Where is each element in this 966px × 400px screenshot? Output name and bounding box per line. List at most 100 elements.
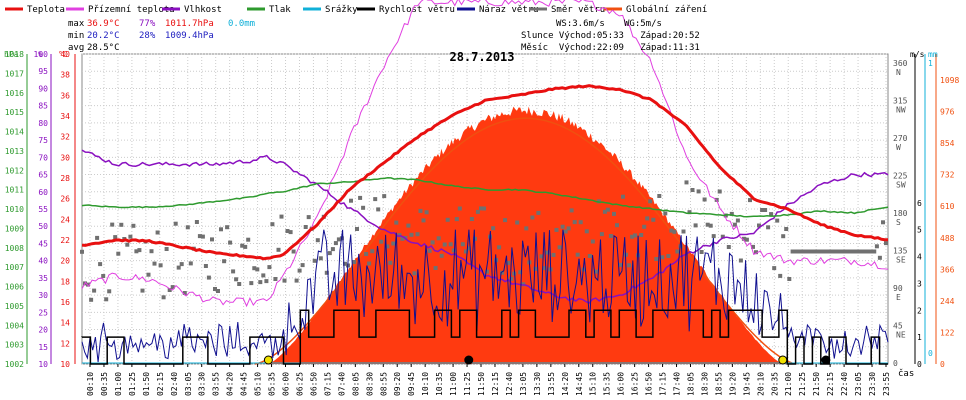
wind-direction-point	[563, 229, 568, 234]
direction-tick-label: 315	[893, 97, 908, 106]
solar-radiation-area	[268, 106, 783, 364]
wind-direction-point	[409, 232, 414, 237]
ground-temperature-line	[81, 0, 889, 308]
wind-direction-point	[769, 212, 774, 217]
direction-compass-label: S	[896, 218, 901, 227]
time-tick-label: 23:05	[854, 372, 863, 396]
info-wg: WG:5m/s	[624, 19, 662, 29]
wind-direction-point	[675, 249, 680, 254]
humidity-tick-label: 85	[38, 102, 48, 111]
wind-direction-point	[237, 282, 242, 286]
wind-direction-point	[267, 265, 272, 270]
humidity-tick-label: 15	[38, 343, 48, 352]
wind-direction-point	[116, 251, 121, 256]
temperature-tick-label: 28	[60, 174, 70, 183]
wind-direction-point	[249, 281, 254, 286]
time-tick-label: 07:15	[323, 372, 332, 396]
wind-direction-point	[763, 208, 768, 212]
wind-direction-point	[149, 249, 154, 254]
wind-direction-point	[107, 289, 112, 294]
direction-compass-label: W	[896, 143, 901, 152]
temperature-tick-label: 32	[60, 133, 70, 142]
wind-direction-point	[228, 240, 233, 245]
wind-direction-point	[421, 218, 426, 223]
wind-direction-point	[86, 282, 90, 287]
time-tick-label: 12:40	[505, 372, 514, 396]
wind-direction-point	[95, 235, 100, 240]
wind-direction-point	[373, 197, 378, 202]
stat-max-rain: 0.0mm	[228, 19, 255, 29]
wind-direction-point	[660, 255, 665, 260]
time-tick-label: 23:30	[868, 372, 877, 396]
direction-tick-label: 90	[893, 284, 903, 293]
wind-direction-point	[584, 229, 589, 234]
wind-direction-point	[760, 208, 765, 212]
wind-direction-point	[264, 279, 269, 284]
wind-direction-point	[466, 246, 471, 251]
time-tick-label: 03:55	[212, 372, 221, 396]
wind-direction-point	[690, 188, 695, 192]
time-tick-label: 06:00	[282, 372, 291, 396]
time-tick-label: 15:35	[603, 372, 612, 396]
radiation-tick-label: 244	[940, 297, 955, 306]
wind-direction-point	[651, 217, 656, 222]
temperature-tick-label: 18	[60, 277, 70, 286]
radiation-tick-label: 488	[940, 234, 955, 243]
wind-direction-point	[370, 249, 375, 254]
wind-direction-point	[602, 209, 607, 214]
wind-direction-point	[551, 252, 556, 257]
time-tick-label: 08:05	[351, 372, 360, 396]
wind-direction-point	[315, 238, 320, 243]
wind-direction-point	[687, 210, 692, 215]
wind-direction-point	[246, 237, 251, 242]
legend-label-temp: Teplota	[27, 5, 65, 15]
pressure-line	[81, 177, 889, 218]
wind-direction-point	[146, 272, 151, 277]
wind-direction-point	[385, 244, 390, 249]
hpa-tick-label: 1008	[5, 244, 24, 253]
wind-direction-point	[185, 225, 190, 230]
hpa-tick-label: 1015	[5, 108, 24, 117]
time-tick-label: 06:25	[295, 372, 304, 396]
wind-direction-point	[161, 295, 166, 300]
stat-max-press: 1011.7hPa	[165, 19, 214, 29]
wind-direction-point	[276, 247, 281, 252]
wind-direction-point	[355, 227, 359, 231]
wind-direction-point	[627, 263, 632, 268]
radiation-tick-label: 732	[940, 171, 955, 180]
time-tick-label: 00:35	[100, 372, 109, 396]
wind-direction-point	[400, 236, 405, 241]
time-tick-label: 22:15	[826, 372, 835, 396]
time-tick-label: 20:35	[770, 372, 779, 396]
wind-direction-point	[210, 237, 214, 242]
wind-direction-point	[454, 217, 459, 222]
legend-label-solar: Globální záření	[626, 5, 707, 15]
wind-direction-point	[306, 215, 311, 220]
wind-direction-point	[500, 270, 505, 275]
time-tick-label: 08:30	[365, 372, 374, 396]
wind-direction-point	[349, 198, 353, 203]
wind-direction-point	[482, 206, 486, 211]
moonrise-marker	[821, 355, 831, 365]
direction-compass-label: SE	[896, 256, 906, 265]
wind-direction-point	[645, 216, 650, 221]
stat-avg-temp: 28.5°C	[87, 43, 120, 53]
wind-direction-point	[475, 209, 480, 214]
legend-label-ground: Přízemní teplota	[88, 5, 175, 15]
wind-direction-point	[297, 268, 302, 273]
wind-direction-point	[732, 222, 737, 227]
legend-label-rain: Srážky	[325, 5, 358, 15]
radiation-tick-label: 976	[940, 108, 955, 117]
wind-direction-point	[327, 251, 332, 256]
wind-direction-point	[418, 208, 423, 213]
time-tick-label: 11:25	[463, 372, 472, 396]
wind-direction-point	[179, 262, 184, 267]
wind-direction-point	[255, 267, 260, 272]
stat-min-label: min	[68, 31, 84, 41]
wind-direction-point	[364, 252, 369, 256]
humidity-tick-label: 25	[38, 308, 48, 317]
wind-direction-point	[618, 262, 622, 267]
temperature-tick-label: 20	[60, 257, 70, 266]
wind-direction-point	[515, 220, 520, 225]
time-tick-label: 04:20	[226, 372, 235, 396]
